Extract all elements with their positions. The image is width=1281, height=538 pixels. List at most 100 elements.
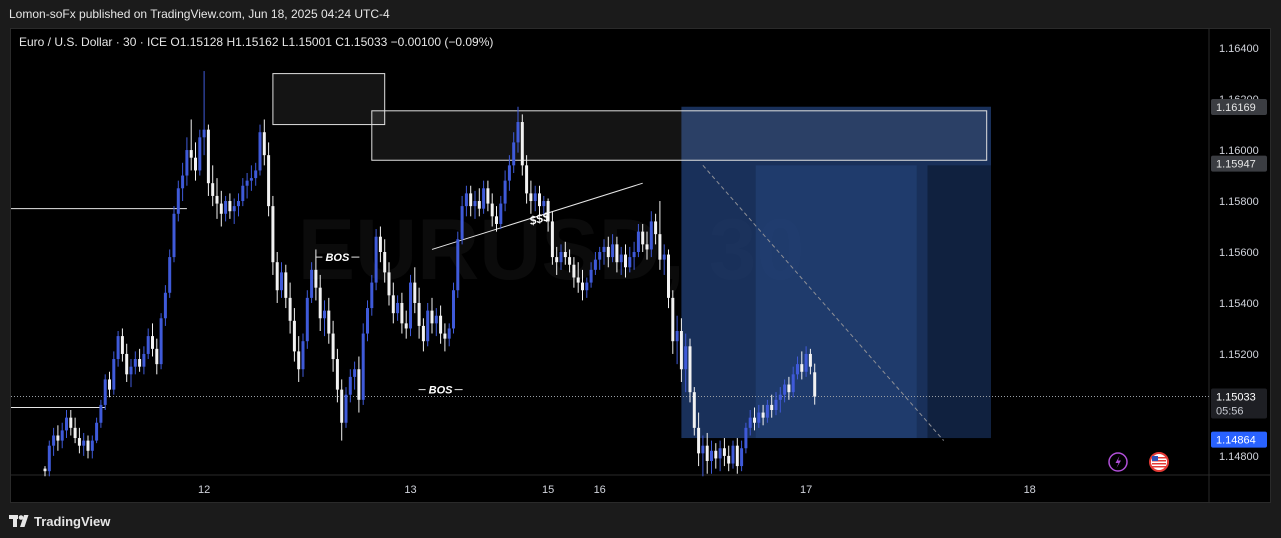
published-by-text: Lomon-soFx published on TradingView.com,… — [9, 7, 390, 21]
flag-stripe — [1152, 457, 1166, 459]
candle-body — [662, 254, 666, 260]
candle-body — [56, 435, 60, 441]
candle-body — [237, 201, 240, 207]
candle-body — [538, 193, 541, 207]
candle-body — [396, 302, 400, 314]
candle-body — [249, 178, 253, 181]
candle-body — [288, 297, 292, 321]
candle-body — [787, 384, 791, 393]
legend-low: L1.15001 — [281, 35, 332, 49]
target-zone-edge — [927, 165, 991, 439]
time-tick-label: 13 — [404, 484, 416, 496]
candle-body — [314, 269, 318, 288]
bos-label: BOS — [325, 252, 350, 264]
candle-body — [473, 201, 477, 207]
grid-layer — [11, 29, 1270, 502]
annotation-layer — [11, 73, 1209, 441]
legend-open: O1.15128 — [170, 35, 224, 49]
candle-body — [129, 366, 133, 375]
candle-body — [692, 392, 696, 428]
candle-body — [198, 137, 202, 171]
annotation-labels-layer: BOS BOS $$$ — [315, 210, 551, 397]
candle-body — [77, 438, 81, 446]
candle-body — [417, 302, 421, 326]
time-tick-label: 16 — [594, 484, 606, 496]
candle-body — [206, 129, 210, 184]
candle-body — [679, 331, 683, 370]
candle-body — [168, 257, 172, 293]
candle-body — [413, 282, 417, 303]
candle-body — [576, 277, 580, 283]
candle-body — [194, 157, 197, 171]
price-label-text: 1.15033 — [1216, 392, 1256, 404]
candle-body — [641, 231, 645, 245]
candle-body — [361, 333, 365, 400]
candle-body — [400, 302, 404, 324]
candle-body — [757, 412, 761, 423]
candle-body — [159, 318, 163, 365]
candle-body — [520, 122, 524, 166]
candle-body — [688, 346, 692, 393]
price-label-bg — [1211, 98, 1267, 115]
candle-body — [546, 201, 550, 222]
candle-body — [615, 244, 619, 263]
price-tick-label: 1.16400 — [1219, 43, 1259, 55]
candle-body — [645, 244, 649, 250]
candle-body — [529, 193, 533, 202]
candle-body — [219, 203, 223, 214]
candle-body — [228, 201, 232, 212]
candle-body — [189, 150, 193, 158]
candle-body — [404, 323, 408, 329]
us-flag-event-icon[interactable] — [1149, 452, 1169, 472]
candle-body — [340, 389, 344, 423]
candle-body — [185, 150, 189, 176]
candle-body — [370, 282, 374, 309]
price-label-bg — [1211, 155, 1267, 172]
candle-body — [297, 351, 301, 370]
candle-body — [684, 346, 688, 370]
liquidity-label: $$$ — [527, 210, 551, 229]
lightning-icon-ring — [1108, 452, 1128, 472]
tradingview-logo[interactable]: TradingView — [9, 513, 110, 529]
candle-body — [275, 262, 279, 291]
candle-body — [456, 239, 460, 291]
candle-body — [628, 257, 632, 268]
candle-body — [602, 246, 606, 252]
candle-body — [120, 336, 124, 354]
candle-body — [778, 394, 782, 400]
candle-body — [581, 282, 584, 291]
candle-body — [310, 269, 314, 298]
candle-body — [60, 430, 64, 441]
candle-body — [366, 308, 369, 334]
candle-body — [460, 206, 464, 240]
supply-rectangle — [371, 110, 988, 161]
candle-body — [224, 201, 228, 214]
candle-body — [516, 122, 520, 143]
target-zone-inner — [755, 165, 917, 439]
flag-stripe — [1152, 460, 1166, 462]
candle-body — [813, 372, 817, 397]
candle-body — [292, 320, 296, 352]
tradingview-logo-icon — [9, 515, 29, 527]
lightning-event-icon[interactable] — [1108, 452, 1128, 472]
candle-body — [722, 448, 726, 456]
candle-body — [267, 155, 271, 207]
candles-layer — [43, 71, 817, 477]
candle-body — [697, 427, 701, 454]
candle-body — [585, 282, 589, 291]
candle-body — [391, 295, 395, 314]
candle-body — [701, 445, 705, 454]
candle-body — [774, 399, 778, 411]
legend-high: H1.15162 — [226, 35, 279, 49]
candle-body — [495, 216, 498, 224]
candle-body — [138, 359, 142, 367]
candle-body — [525, 165, 529, 194]
candle-body — [82, 440, 86, 446]
candle-body — [426, 310, 430, 342]
candle-body — [323, 310, 326, 319]
candle-body — [211, 183, 215, 196]
candle-body — [563, 252, 567, 258]
axis-layer: 1.164001.162001.160001.158001.156001.154… — [198, 43, 1267, 496]
candle-body — [507, 165, 511, 181]
